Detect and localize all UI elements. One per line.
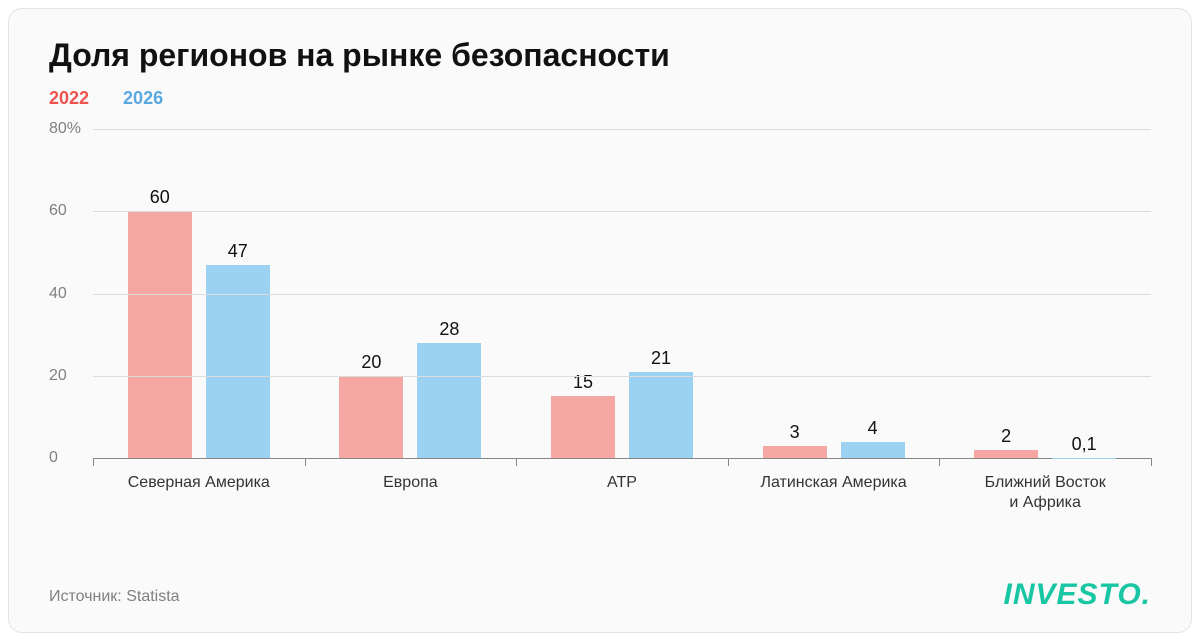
grid-line [93, 211, 1151, 212]
bar-2022: 60 [128, 211, 192, 458]
source-text: Источник: Statista [49, 588, 180, 606]
x-axis-label: Северная Америка [93, 473, 305, 513]
bar-2026: 28 [417, 343, 481, 458]
legend-item-2026: 2026 [123, 88, 163, 109]
bar-value-label: 21 [651, 348, 671, 369]
x-tick-mark [728, 458, 729, 466]
y-tick-label: 60 [49, 202, 85, 220]
chart-area: 6047202815213420,1 020406080% [49, 129, 1151, 459]
bar-value-label: 47 [228, 241, 248, 262]
x-tick-mark [939, 458, 940, 466]
x-tick-mark [1151, 458, 1152, 466]
chart-card: Доля регионов на рынке безопасности 2022… [8, 8, 1192, 633]
brand-dot: . [1142, 578, 1151, 611]
grid-line [93, 294, 1151, 295]
bar-value-label: 2 [1001, 426, 1011, 447]
bar-value-label: 4 [868, 418, 878, 439]
bar-value-label: 0,1 [1072, 434, 1097, 455]
brand-text: INVESTO [1004, 578, 1142, 611]
y-tick-label: 0 [49, 449, 85, 467]
x-axis-label: АТР [516, 473, 728, 513]
brand-logo: INVESTO. [1004, 578, 1152, 612]
x-tick-mark [93, 458, 94, 466]
bar-2022: 3 [763, 446, 827, 458]
bar-2022: 2 [974, 450, 1038, 458]
x-axis-label: Латинская Америка [728, 473, 940, 513]
x-axis-labels: Северная АмерикаЕвропаАТРЛатинская Амери… [49, 473, 1151, 513]
x-axis-label: Европа [305, 473, 517, 513]
bar-value-label: 20 [361, 352, 381, 373]
bar-2022: 15 [551, 396, 615, 458]
chart-title: Доля регионов на рынке безопасности [49, 37, 1151, 74]
legend: 2022 2026 [49, 88, 1151, 109]
grid-line [93, 129, 1151, 130]
bar-2022: 20 [339, 376, 403, 458]
bar-value-label: 3 [790, 422, 800, 443]
y-tick-label: 40 [49, 285, 85, 303]
y-tick-label: 80% [49, 120, 85, 138]
x-tick-mark [516, 458, 517, 466]
bar-2026: 21 [629, 372, 693, 458]
grid-line [93, 376, 1151, 377]
bar-value-label: 60 [150, 187, 170, 208]
x-axis-label: Ближний Востоки Африка [939, 473, 1151, 513]
legend-item-2022: 2022 [49, 88, 89, 109]
bar-value-label: 28 [439, 319, 459, 340]
y-tick-label: 20 [49, 367, 85, 385]
x-tick-mark [305, 458, 306, 466]
bar-2026: 4 [841, 442, 905, 458]
plot: 6047202815213420,1 020406080% [93, 129, 1151, 459]
